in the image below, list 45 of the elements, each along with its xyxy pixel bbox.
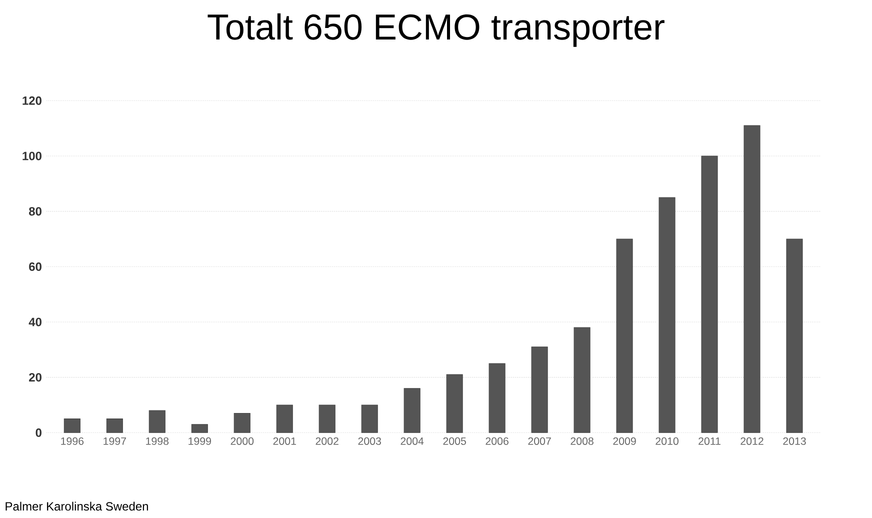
x-tick-label: 2001 [273, 437, 296, 445]
bar [786, 238, 803, 433]
bar [361, 404, 378, 433]
bar [531, 346, 548, 433]
bar [106, 418, 123, 433]
y-tick-label: 100 [22, 152, 42, 160]
bar [404, 388, 420, 433]
x-tick-label: 2007 [528, 437, 551, 445]
bar [488, 363, 506, 433]
x-tick-label: 2012 [740, 437, 764, 445]
bar [701, 156, 718, 433]
y-tick-label: 60 [29, 262, 42, 271]
x-tick-label: 1996 [61, 437, 84, 445]
bar [616, 238, 633, 433]
bar [148, 410, 166, 433]
text: Palmer Karolinska Sweden [6, 502, 148, 511]
chart-title: Totalt 650 ECMO transporter [208, 13, 664, 47]
y-tick-label: 0 [36, 428, 42, 437]
x-tick-label: 2008 [570, 437, 594, 445]
x-tick-label: 2004 [400, 437, 424, 445]
x-tick-label: 1999 [188, 437, 211, 445]
x-tick-label: 2003 [358, 437, 381, 445]
bar [276, 404, 293, 433]
x-tick-label: 2002 [316, 437, 338, 445]
x-tick-label: 1998 [146, 437, 169, 445]
y-tick-label: 80 [28, 207, 42, 216]
x-tick-label: 2011 [698, 437, 720, 445]
bar [234, 413, 250, 433]
x-tick-label: 2000 [230, 437, 254, 445]
bar [658, 197, 676, 433]
x-tick-label: 2006 [486, 437, 508, 445]
x-tick-label: 2013 [783, 437, 806, 445]
x-tick-label: 2009 [613, 437, 636, 445]
y-tick-label: 20 [29, 373, 42, 382]
bar [191, 424, 208, 433]
bar [446, 374, 463, 433]
y-tick-label: 120 [22, 96, 42, 105]
bar [318, 404, 336, 433]
bar [64, 418, 80, 433]
x-tick-label: 2005 [443, 437, 466, 445]
x-tick-label: 2010 [656, 437, 678, 445]
x-tick-label: 1997 [104, 437, 126, 445]
bar [744, 125, 760, 433]
bar [574, 327, 590, 433]
y-tick-label: 40 [28, 318, 42, 326]
